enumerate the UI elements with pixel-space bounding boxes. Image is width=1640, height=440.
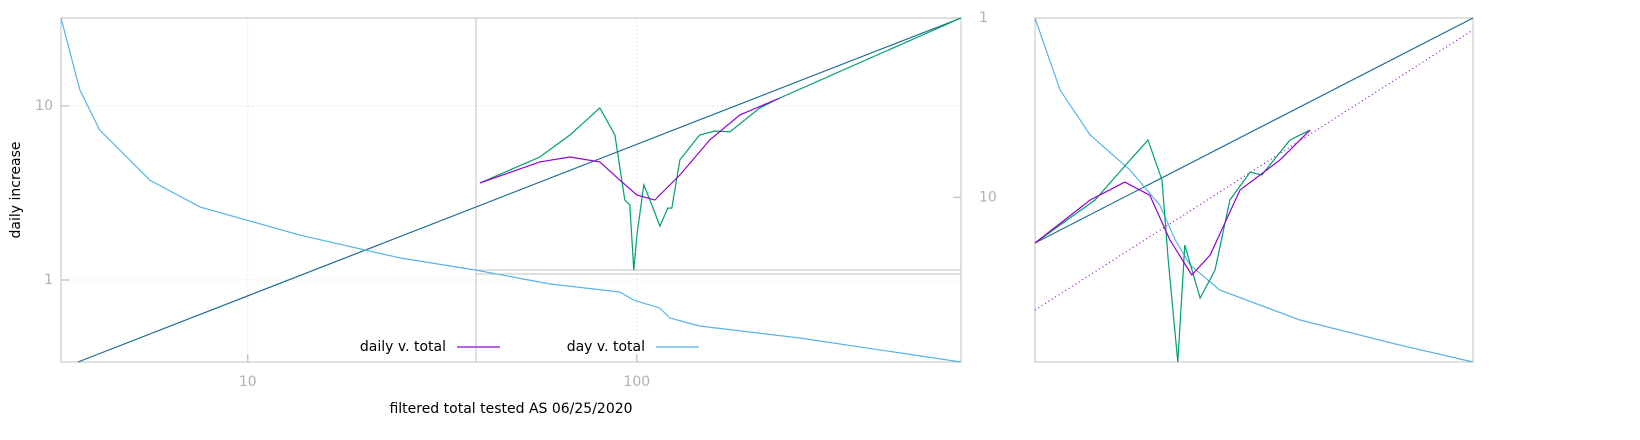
legend-label: day v. total xyxy=(567,339,645,355)
series-line xyxy=(1034,129,1311,276)
y-tick-label: 1 xyxy=(44,272,53,288)
series-line xyxy=(60,17,962,363)
series-line xyxy=(1034,17,1474,363)
series-line xyxy=(479,97,781,201)
legend-label: daily v. total xyxy=(360,339,446,355)
x-tick-label: 10 xyxy=(239,374,257,390)
plot-frame xyxy=(1034,17,1474,363)
series-line xyxy=(1034,29,1474,311)
y2-tick-label: 1 xyxy=(979,10,988,26)
series-line xyxy=(1034,17,1474,244)
plot-frame xyxy=(60,17,962,363)
x-axis-label: filtered total tested AS 06/25/2020 xyxy=(389,401,632,417)
y-tick-label: 10 xyxy=(35,98,53,114)
series-line xyxy=(1034,129,1311,363)
series-line xyxy=(479,17,962,271)
y2-tick-label: 10 xyxy=(979,189,997,205)
x-tick-label: 100 xyxy=(623,374,650,390)
series-line xyxy=(77,17,962,363)
y-axis-label: daily increase xyxy=(8,142,24,239)
